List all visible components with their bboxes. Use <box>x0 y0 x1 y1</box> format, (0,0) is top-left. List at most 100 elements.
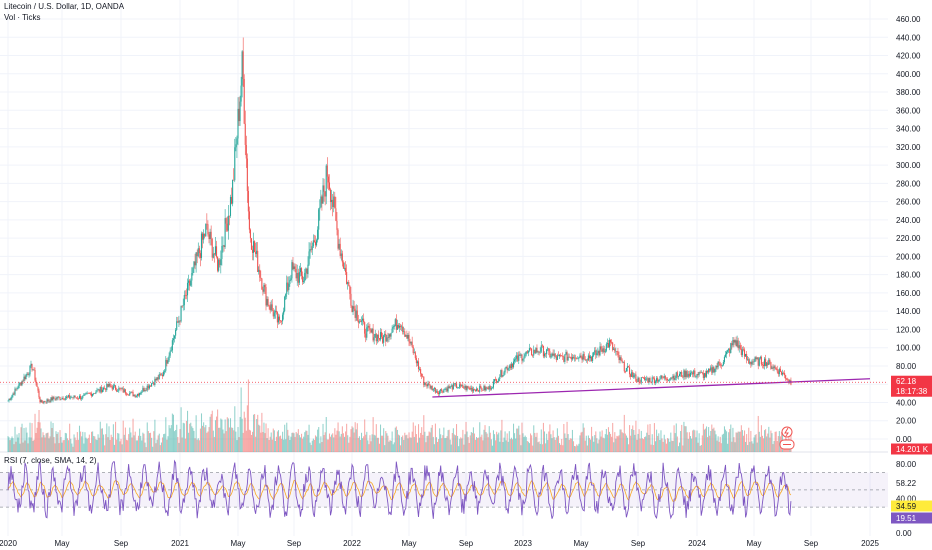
volume-bar <box>199 428 201 452</box>
volume-bar <box>421 427 423 452</box>
volume-bar <box>620 429 622 452</box>
candle-body <box>504 368 506 373</box>
volume-bar <box>312 438 314 452</box>
volume-bar <box>689 436 691 452</box>
volume-bar <box>270 432 272 452</box>
candle-body <box>365 333 367 338</box>
volume-bar <box>565 437 567 452</box>
volume-bar <box>520 445 522 452</box>
candle-body <box>416 361 418 364</box>
candle-body <box>271 304 273 311</box>
candle-body <box>119 388 121 389</box>
volume-bar <box>42 432 44 452</box>
price-tick-label: 160.00 <box>896 289 921 298</box>
volume-bar <box>157 435 159 452</box>
volume-bar <box>742 435 744 452</box>
candle-body <box>17 387 19 389</box>
volume-bars <box>7 379 792 452</box>
price-tick-label: 200.00 <box>896 252 921 261</box>
price-axis[interactable]: 0.0020.0040.0060.0080.00100.00120.00140.… <box>896 15 921 538</box>
candle-body <box>221 245 223 259</box>
candle-body <box>260 277 262 279</box>
candle-body <box>619 357 621 360</box>
volume-bar <box>611 436 613 452</box>
volume-bar <box>156 439 158 452</box>
candle-body <box>381 332 383 337</box>
volume-bar <box>154 419 156 452</box>
candle-body <box>376 334 378 342</box>
volume-bar <box>528 443 530 452</box>
candle-body <box>653 378 655 383</box>
candle-body <box>61 397 63 400</box>
candle-body <box>685 371 687 378</box>
volume-bar <box>38 409 40 452</box>
volume-bar <box>22 442 24 452</box>
volume-bar <box>51 428 53 452</box>
candle-body <box>707 370 709 373</box>
volume-bar <box>533 425 535 452</box>
candle-body <box>296 272 298 279</box>
volume-bar <box>136 440 138 452</box>
time-tick-label: Sep <box>804 539 819 548</box>
volume-bar <box>410 437 412 452</box>
time-axis[interactable]: 2020 May Sep 2021 May Sep 2022 May Sep 2023 May Sep… <box>0 539 879 548</box>
candle-body <box>409 341 411 344</box>
chart-title: Litecoin / U.S. Dollar, 1D, OANDA <box>4 2 125 11</box>
volume-bar <box>243 411 245 452</box>
volume-bar <box>303 436 305 452</box>
candle-body <box>370 329 372 333</box>
candle-body <box>421 373 423 377</box>
candle-body <box>158 374 160 380</box>
volume-bar <box>388 441 390 452</box>
trendline-layer[interactable] <box>0 378 888 398</box>
volume-bar <box>513 423 515 452</box>
price-tick-label: 340.00 <box>896 125 921 134</box>
candle-body <box>553 353 555 356</box>
candle-body <box>634 374 636 376</box>
volume-bar <box>239 416 241 452</box>
candle-body <box>570 357 572 360</box>
volume-icons[interactable] <box>779 426 795 450</box>
volume-bar <box>635 420 637 452</box>
candle-body <box>467 386 469 388</box>
volume-bar <box>576 444 578 452</box>
candle-body <box>47 399 49 402</box>
volume-bar <box>733 437 735 452</box>
volume-bar <box>194 438 196 452</box>
candle-body <box>714 368 716 373</box>
volume-bar <box>399 435 401 452</box>
trendline[interactable] <box>432 378 871 398</box>
candle-body <box>211 238 213 258</box>
volume-bar <box>401 436 403 452</box>
candle-body <box>786 378 788 380</box>
candle-body <box>708 368 710 373</box>
candle-body <box>480 385 482 389</box>
volume-bar <box>532 445 534 452</box>
volume-bar <box>734 442 736 452</box>
candle-body <box>658 380 660 382</box>
candle-body <box>514 359 516 362</box>
volume-bar <box>774 431 776 452</box>
candle-body <box>431 385 433 391</box>
volume-bar <box>321 442 323 452</box>
flash-icon[interactable] <box>781 426 793 438</box>
candle-body <box>461 384 463 386</box>
volume-bar <box>50 421 52 452</box>
candle-body <box>178 320 180 323</box>
candle-body <box>118 388 120 392</box>
candle-body <box>232 179 234 204</box>
volume-bar <box>578 443 580 452</box>
candle-body <box>373 337 375 341</box>
candle-body <box>309 249 311 252</box>
price-tick-label: 240.00 <box>896 216 921 225</box>
volume-bar <box>467 437 469 452</box>
volume-bar <box>465 421 467 452</box>
volume-bar <box>462 429 464 452</box>
volume-bar <box>20 427 22 452</box>
volume-bar <box>770 430 772 452</box>
candle-body <box>412 346 414 354</box>
volume-bar <box>496 431 498 452</box>
volume-bar <box>335 434 337 452</box>
volume-bar <box>569 438 571 452</box>
